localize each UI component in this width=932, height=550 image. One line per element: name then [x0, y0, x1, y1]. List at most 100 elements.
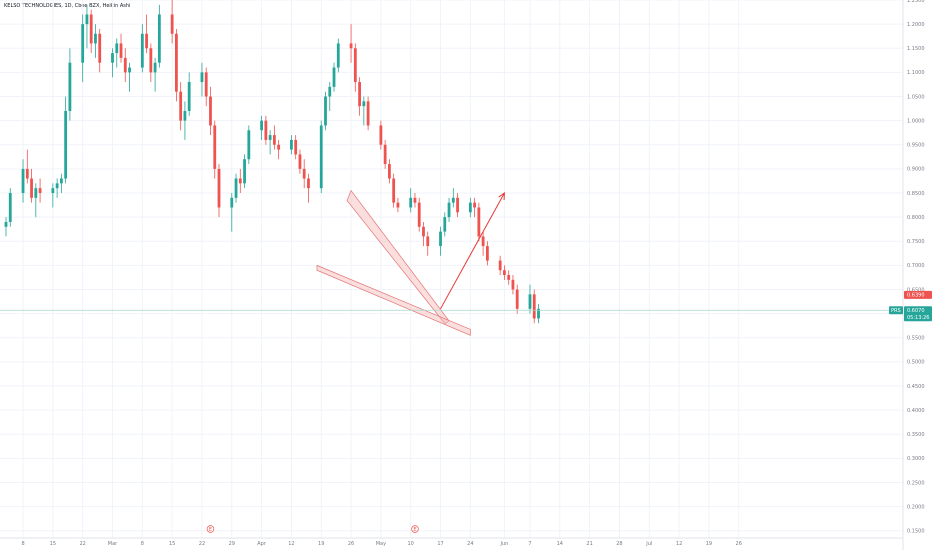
candle-body	[507, 275, 511, 280]
candle-body	[468, 202, 472, 213]
date-tick-label: Apr	[257, 541, 267, 547]
date-tick-label: 12	[288, 541, 294, 547]
current-price-label: PRS	[891, 308, 901, 314]
price-tick-label: 1.0500	[907, 94, 925, 100]
date-tick-label: 7	[528, 541, 531, 547]
candle-body	[85, 14, 89, 25]
candle-body	[426, 236, 430, 247]
candle-body	[149, 48, 153, 73]
current-price-tag	[904, 306, 932, 322]
current-price-label-tag	[889, 306, 903, 315]
date-tick-label: May	[376, 541, 386, 547]
date-tick-label: 26	[348, 541, 354, 547]
date-tick-label: 8	[21, 541, 24, 547]
candle-body	[298, 154, 302, 169]
candle-body	[200, 72, 204, 83]
candle-body	[294, 139, 298, 155]
candle-body	[119, 43, 123, 58]
price-tick-label: 0.9500	[907, 143, 925, 149]
candle-body	[422, 226, 425, 237]
candle-body	[175, 33, 178, 92]
candle-body	[64, 110, 68, 179]
candle-body	[51, 188, 55, 194]
chart-drawings[interactable]	[0, 189, 903, 336]
candle-body	[451, 197, 455, 203]
earnings-marker-label: E	[413, 527, 416, 533]
earnings-marker-label: E	[209, 527, 212, 533]
price-tick-label: 0.2000	[907, 504, 925, 510]
candle-body	[537, 308, 540, 319]
current-price-value: 0.6070	[907, 308, 925, 314]
date-tick-label: 14	[557, 541, 563, 547]
date-tick-label: 15	[50, 541, 56, 547]
date-tick-label: 22	[79, 541, 85, 547]
candle-body	[383, 144, 387, 165]
price-tick-label: 1.1500	[907, 46, 925, 52]
candle-body	[115, 43, 119, 54]
price-tick-label: 0.8000	[907, 215, 925, 221]
candle-body	[532, 294, 536, 319]
candle-body	[388, 164, 391, 179]
candle-body	[439, 231, 442, 247]
date-tick-label: 12	[676, 541, 682, 547]
candle-body	[217, 168, 221, 208]
candle-body	[21, 168, 25, 194]
candle-body	[209, 96, 212, 126]
candle-body	[413, 197, 417, 203]
candle-body	[34, 188, 38, 198]
candle-body	[25, 168, 29, 179]
candle-body	[328, 86, 332, 97]
date-tick-label: 22	[199, 541, 205, 547]
candle-body	[98, 33, 102, 63]
candle-body	[443, 217, 447, 232]
candle-body	[128, 67, 131, 73]
candle-body	[503, 270, 506, 276]
price-axis[interactable]: 1.2500 1.2000 1.1500 1.1000 1.0500 1.0000 0.95…	[889, 0, 932, 550]
wedge-lower-band[interactable]	[316, 264, 471, 336]
candle-body	[111, 53, 114, 63]
candle-body	[230, 197, 234, 208]
candle-body	[290, 139, 293, 150]
candle-body	[392, 178, 396, 203]
date-tick-label: 8	[141, 541, 144, 547]
projection-arrow-head[interactable]	[498, 191, 505, 201]
date-tick-label: 26	[736, 541, 742, 547]
date-tick-label: 29	[229, 541, 235, 547]
projection-arrow-line[interactable]	[440, 192, 505, 310]
price-tick-label: 1.0000	[907, 118, 925, 124]
candle-body	[247, 130, 251, 160]
price-tick-label: 0.4500	[907, 384, 925, 390]
date-tick-label: 28	[616, 541, 622, 547]
candle-body	[183, 110, 187, 121]
date-tick-label: Jul	[645, 541, 652, 547]
date-tick-label: 24	[467, 541, 473, 547]
candle-body	[30, 178, 33, 198]
wedge-upper-band[interactable]	[346, 189, 450, 325]
candle-body	[447, 202, 451, 218]
candle-body	[179, 91, 183, 121]
candle-body	[4, 221, 8, 227]
candle-body	[349, 43, 353, 49]
price-tick-label: 0.7500	[907, 239, 925, 245]
candle-body	[473, 202, 476, 208]
candle-body	[481, 236, 485, 247]
price-tick-label: 0.3000	[907, 456, 925, 462]
earnings-marker[interactable]	[411, 525, 419, 533]
price-tick-label: 0.2500	[907, 480, 925, 486]
candle-body	[358, 82, 361, 107]
price-tick-label: 0.8500	[907, 191, 925, 197]
time-axis[interactable]: 8 15 22 Mar 8 15 22 29 Apr 12 19 26 May 10 17 24 Jun 7 14 2…	[0, 537, 903, 547]
price-tick-label: 0.1500	[907, 529, 925, 535]
price-tick-label: 0.7000	[907, 263, 925, 269]
candle-body	[498, 260, 502, 271]
earnings-marker[interactable]	[206, 525, 215, 533]
candle-body	[485, 246, 489, 261]
legend-style: Heikin Ashi	[102, 3, 131, 9]
date-tick-label: 17	[437, 541, 443, 547]
price-tick-label: 0.9000	[907, 167, 925, 173]
candle-body	[68, 62, 72, 111]
candle-body	[238, 178, 242, 184]
date-tick-label: 19	[318, 541, 324, 547]
